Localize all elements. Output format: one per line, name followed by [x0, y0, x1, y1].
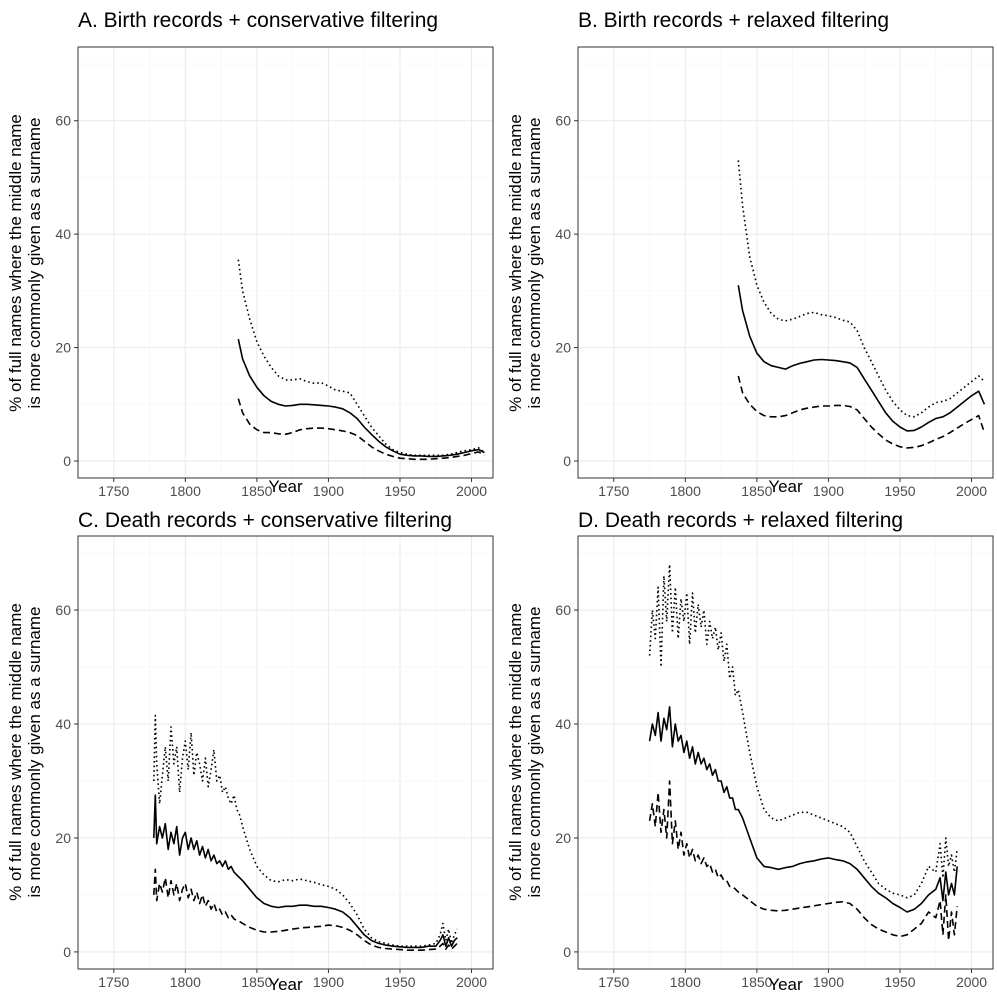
y-tick-label: 0 [63, 944, 71, 960]
x-tick-label: 1800 [170, 974, 201, 990]
y-tick-label: 20 [555, 340, 571, 356]
x-tick-label: 1950 [384, 483, 415, 499]
x-tick-label: 1850 [241, 974, 272, 990]
x-tick-label: 2000 [456, 483, 487, 499]
x-tick-label: 1850 [741, 974, 772, 990]
series-line-solid [237, 338, 485, 458]
y-tick-label: 40 [555, 716, 571, 732]
series-line-solid [648, 706, 958, 913]
y-axis-label: % of full names where the middle nameis … [6, 603, 44, 901]
x-tick-label: 1900 [813, 974, 844, 990]
x-tick-label: 1950 [384, 974, 415, 990]
panel-frame [577, 46, 994, 479]
x-tick-label: 1800 [170, 483, 201, 499]
series-line-dashed [737, 375, 986, 449]
y-tick-label: 60 [55, 602, 71, 618]
x-tick-label: 1750 [598, 483, 629, 499]
panel-title: D. Death records + relaxed filtering [578, 509, 903, 532]
series-line-solid [737, 285, 986, 432]
y-axis-label: % of full names where the middle nameis … [506, 603, 544, 901]
panel-frame [577, 535, 994, 970]
x-tick-label: 1750 [98, 974, 129, 990]
x-tick-label: 1800 [670, 974, 701, 990]
y-tick-label: 40 [55, 226, 71, 242]
y-tick-label: 60 [55, 113, 71, 129]
series-line-solid [153, 794, 458, 949]
y-axis-label-line: % of full names where the middle name [506, 603, 525, 901]
x-tick-label: 2000 [456, 974, 487, 990]
x-axis-label: Year [768, 975, 803, 994]
y-tick-label: 0 [563, 944, 571, 960]
x-axis-label: Year [268, 477, 303, 496]
y-axis-label-line: is more commonly given as a surname [525, 606, 544, 897]
x-axis-label: Year [768, 477, 803, 496]
panel-title: A. Birth records + conservative filterin… [78, 9, 438, 32]
y-axis-label-line: is more commonly given as a surname [25, 606, 44, 897]
panel-title: B. Birth records + relaxed filtering [578, 9, 889, 32]
x-tick-label: 1750 [98, 483, 129, 499]
y-axis-label-line: % of full names where the middle name [6, 603, 25, 901]
y-tick-label: 60 [555, 602, 571, 618]
series-line-dotted [737, 160, 985, 418]
x-tick-label: 1900 [813, 483, 844, 499]
panel-frame [77, 535, 494, 970]
x-tick-label: 1950 [884, 483, 915, 499]
x-tick-label: 2000 [956, 483, 987, 499]
panel-title: C. Death records + conservative filterin… [78, 509, 452, 532]
y-axis-label-line: is more commonly given as a surname [525, 117, 544, 408]
y-tick-label: 20 [55, 830, 71, 846]
y-axis-label: % of full names where the middle nameis … [6, 114, 44, 412]
series-line-dotted [237, 259, 485, 457]
series-line-dashed [237, 398, 485, 461]
panel-d: D. Death records + relaxed filtering 1750… [506, 509, 994, 994]
x-tick-label: 1850 [741, 483, 772, 499]
y-axis-label-line: is more commonly given as a surname [25, 117, 44, 408]
y-tick-label: 60 [555, 113, 571, 129]
y-axis-label: % of full names where the middle nameis … [506, 114, 544, 412]
y-axis-label-line: % of full names where the middle name [6, 114, 25, 412]
series-line-dashed [648, 780, 958, 942]
y-tick-label: 40 [555, 226, 571, 242]
panel-frame [77, 46, 494, 479]
y-axis-label-line: % of full names where the middle name [506, 114, 525, 412]
y-tick-label: 0 [563, 453, 571, 469]
panel-c: C. Death records + conservative filterin… [6, 509, 494, 994]
series-line-dotted [153, 714, 458, 948]
series-line-dotted [648, 563, 958, 899]
x-tick-label: 1800 [670, 483, 701, 499]
panel-a: A. Birth records + conservative filterin… [6, 9, 494, 499]
panel-b: B. Birth records + relaxed filtering 1750… [506, 9, 994, 499]
x-tick-label: 1850 [241, 483, 272, 499]
x-tick-label: 1750 [598, 974, 629, 990]
y-tick-label: 20 [555, 830, 571, 846]
x-tick-label: 1950 [884, 974, 915, 990]
x-tick-label: 1900 [313, 483, 344, 499]
y-tick-label: 0 [63, 453, 71, 469]
series-line-dashed [153, 868, 458, 952]
x-axis-label: Year [268, 975, 303, 994]
x-tick-label: 2000 [956, 974, 987, 990]
y-tick-label: 40 [55, 716, 71, 732]
x-tick-label: 1900 [313, 974, 344, 990]
y-tick-label: 20 [55, 340, 71, 356]
